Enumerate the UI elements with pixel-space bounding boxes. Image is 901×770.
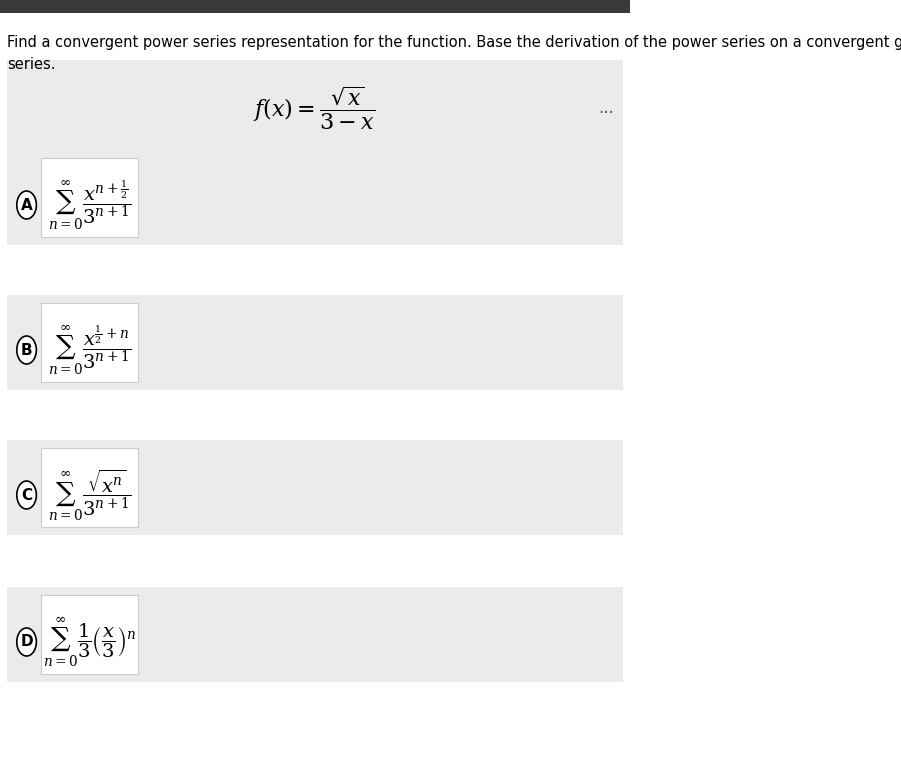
- Text: $\sum_{n=0}^{\infty} \dfrac{\sqrt{x^{n}}}{3^{n+1}}$: $\sum_{n=0}^{\infty} \dfrac{\sqrt{x^{n}}…: [48, 467, 132, 523]
- FancyBboxPatch shape: [41, 303, 138, 382]
- Text: A: A: [21, 197, 32, 213]
- Text: B: B: [21, 343, 32, 357]
- Text: D: D: [20, 634, 32, 650]
- FancyBboxPatch shape: [7, 440, 623, 535]
- Text: $f(x) = \dfrac{\sqrt{x}}{3 - x}$: $f(x) = \dfrac{\sqrt{x}}{3 - x}$: [253, 85, 376, 132]
- FancyBboxPatch shape: [7, 587, 623, 682]
- FancyBboxPatch shape: [0, 0, 630, 13]
- Text: Find a convergent power series representation for the function. Base the derivat: Find a convergent power series represent…: [7, 35, 901, 72]
- Text: $\sum_{n=0}^{\infty} \dfrac{1}{3}\left(\dfrac{x}{3}\right)^{n}$: $\sum_{n=0}^{\infty} \dfrac{1}{3}\left(\…: [43, 615, 136, 668]
- FancyBboxPatch shape: [41, 595, 138, 674]
- Circle shape: [17, 481, 36, 509]
- Text: C: C: [21, 487, 32, 503]
- Circle shape: [17, 191, 36, 219]
- Circle shape: [17, 336, 36, 364]
- Text: $\sum_{n=0}^{\infty} \dfrac{x^{\frac{1}{2}+n}}{3^{n+1}}$: $\sum_{n=0}^{\infty} \dfrac{x^{\frac{1}{…: [48, 323, 132, 377]
- FancyBboxPatch shape: [7, 295, 623, 390]
- Text: $\sum_{n=0}^{\infty} \dfrac{x^{n+\frac{1}{2}}}{3^{n+1}}$: $\sum_{n=0}^{\infty} \dfrac{x^{n+\frac{1…: [48, 179, 132, 232]
- Text: ...: ...: [598, 99, 614, 117]
- FancyBboxPatch shape: [41, 448, 138, 527]
- FancyBboxPatch shape: [41, 158, 138, 237]
- FancyBboxPatch shape: [7, 60, 623, 155]
- Circle shape: [17, 628, 36, 656]
- FancyBboxPatch shape: [7, 150, 623, 245]
